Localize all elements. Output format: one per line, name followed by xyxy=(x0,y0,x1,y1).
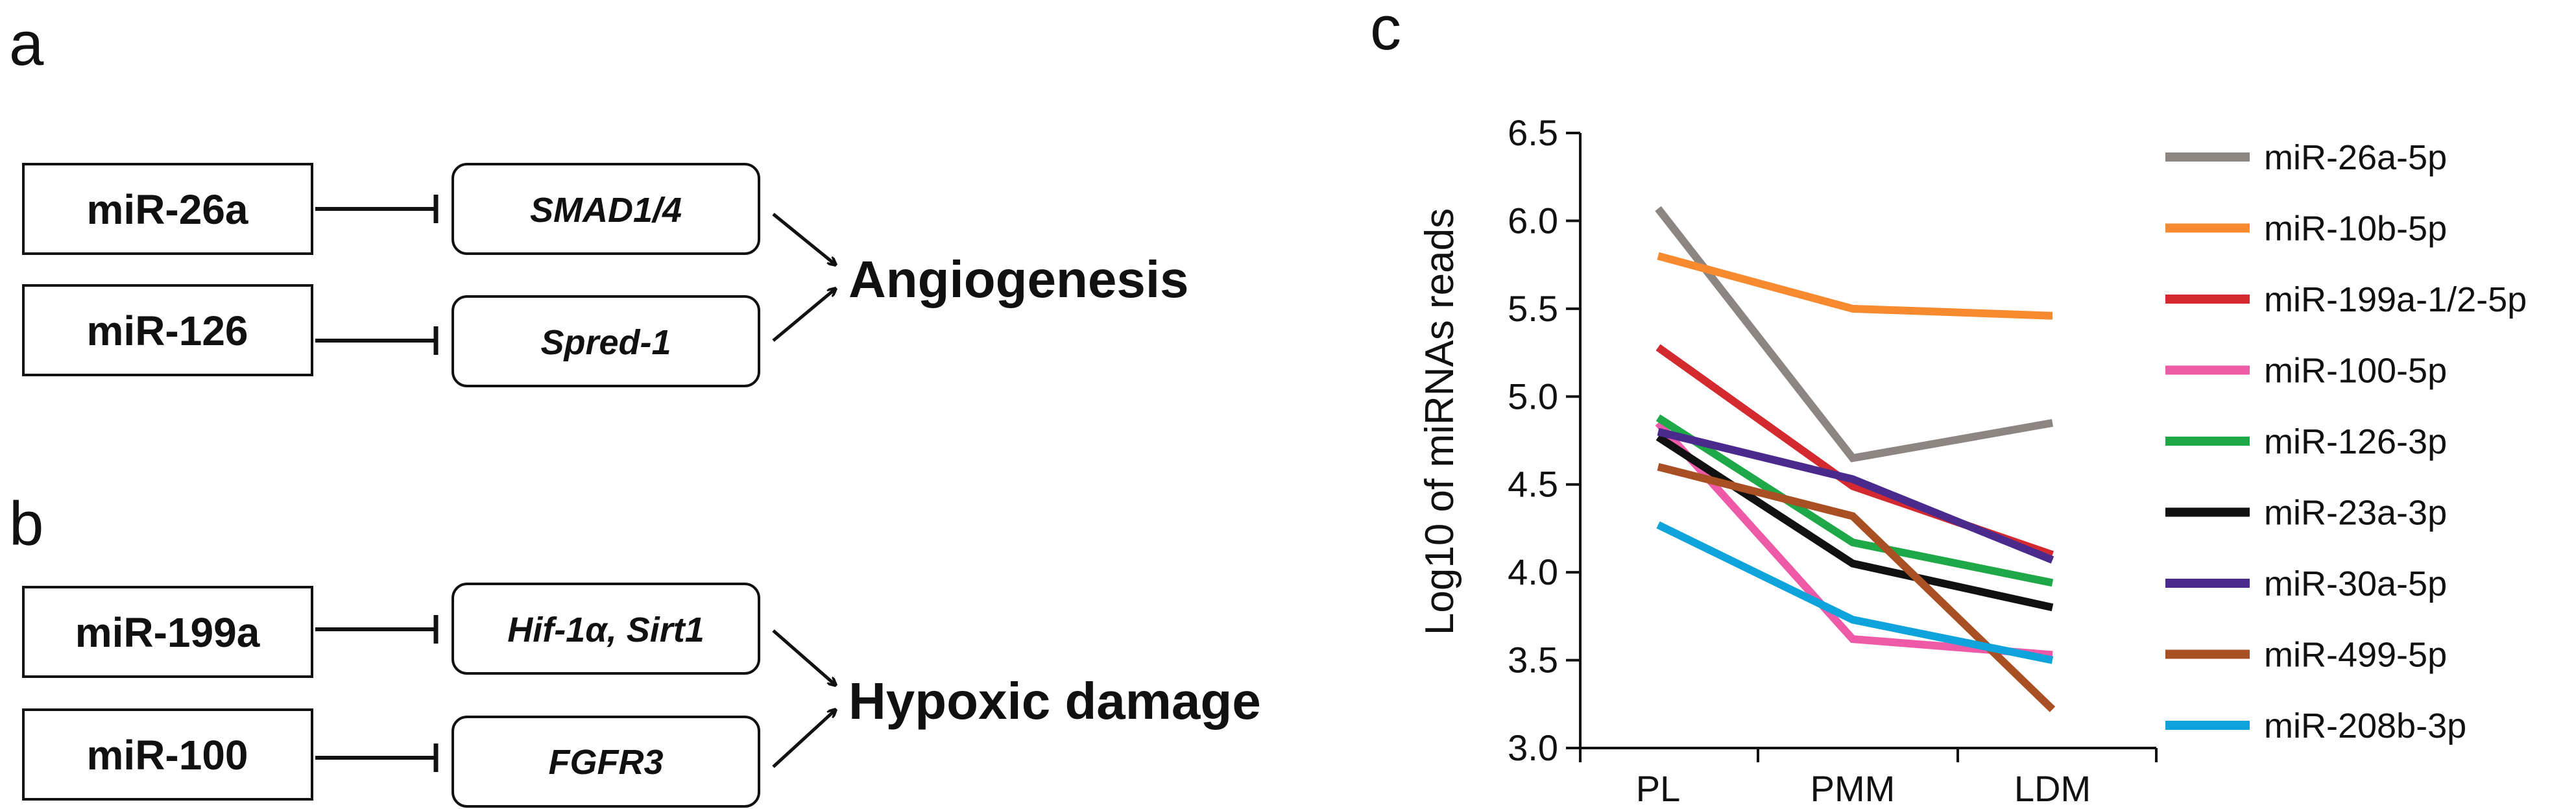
mirna-box xyxy=(22,708,313,801)
legend-label: miR-23a-3p xyxy=(2264,494,2447,533)
target-label: SMAD1/4 xyxy=(530,191,682,230)
x-tick-label: PMM xyxy=(1811,768,1896,809)
arrow-to-outcome xyxy=(772,629,836,685)
series-line-miR-208b-3p xyxy=(1656,521,2054,664)
series-line-miR-10b-5p xyxy=(1657,252,2053,320)
mirna-box xyxy=(22,284,313,376)
legend-label: miR-100-5p xyxy=(2264,352,2447,391)
legend-label: miR-10b-5p xyxy=(2264,210,2447,248)
mirna-box xyxy=(22,163,313,255)
legend-label: miR-30a-5p xyxy=(2264,564,2447,603)
panel-b-row-1: miR-199a Hif-1α, Sirt1 xyxy=(22,583,760,678)
panel-a-row-2: miR-126 Spred-1 xyxy=(22,284,760,387)
y-tick-label: 6.0 xyxy=(1508,200,1558,241)
legend-label: miR-208b-3p xyxy=(2264,706,2466,745)
y-tick-label: 3.0 xyxy=(1508,727,1558,768)
mirna-label: miR-100 xyxy=(87,732,248,779)
panel-a-row-1: miR-26a SMAD1/4 xyxy=(22,163,760,255)
legend-label: miR-126-3p xyxy=(2264,422,2447,461)
mirna-label: miR-26a xyxy=(87,186,248,233)
mirna-label: miR-126 xyxy=(87,308,248,354)
target-box xyxy=(451,583,760,675)
panel-b-row-2: miR-100 FGFR3 xyxy=(22,708,760,808)
y-tick-label: 4.0 xyxy=(1508,551,1558,592)
panel-a: a miR-26a SMAD1/4 miR-126 Spred-1 Angiog… xyxy=(9,9,1189,387)
x-tick-label: LDM xyxy=(2014,768,2091,809)
target-box xyxy=(451,295,760,387)
legend-label: miR-26a-5p xyxy=(2264,138,2447,177)
arrow-to-outcome xyxy=(772,289,836,342)
legend-label: miR-199a-1/2-5p xyxy=(2264,280,2527,319)
arrow-to-outcome xyxy=(772,710,836,768)
panel-b: b miR-199a Hif-1α, Sirt1 miR-100 FGFR3 H… xyxy=(9,489,1261,808)
series-line-miR-30a-5p xyxy=(1657,428,2054,564)
outcome-hypoxic-damage: Hypoxic damage xyxy=(849,672,1261,730)
series-line-miR-499-5p xyxy=(1657,463,2056,712)
series-line-miR-23a-3p xyxy=(1655,433,2054,612)
y-axis-ticks: 3.0 3.5 4.0 4.5 5.0 5.5 6.0 6.5 xyxy=(1508,112,1580,768)
mirna-label: miR-199a xyxy=(75,609,260,656)
series-line-miR-126-3p xyxy=(1655,414,2054,587)
target-box xyxy=(451,716,760,808)
target-label: Hif-1α, Sirt1 xyxy=(507,610,704,649)
y-tick-label: 5.0 xyxy=(1508,376,1558,417)
y-tick-label: 3.5 xyxy=(1508,640,1558,681)
x-tick-label: PL xyxy=(1636,768,1681,809)
target-label: FGFR3 xyxy=(548,743,663,782)
chart-legend: miR-26a-5p miR-10b-5p miR-199a-1/2-5p miR-1… xyxy=(2165,138,2527,745)
y-axis-title: Log10 of miRNAs reads xyxy=(1417,208,1462,635)
target-label: Spred-1 xyxy=(540,323,671,362)
panel-b-letter: b xyxy=(9,489,43,559)
y-tick-label: 5.5 xyxy=(1508,288,1558,329)
x-axis-ticks: PL PMM LDM xyxy=(1579,748,2158,809)
legend-label: miR-499-5p xyxy=(2264,636,2447,675)
panel-a-letter: a xyxy=(9,9,44,78)
chart-series xyxy=(1655,206,2056,712)
arrow-to-outcome xyxy=(772,213,836,265)
target-box xyxy=(451,163,760,255)
panel-c-letter: c xyxy=(1370,0,1401,63)
mirna-box xyxy=(22,586,313,678)
y-tick-label: 4.5 xyxy=(1508,464,1558,505)
panel-c: c Log10 of miRNAs reads 3.0 3.5 4.0 4.5 5.0 5… xyxy=(1370,0,2527,809)
series-line-miR-26a-5p xyxy=(1655,206,2054,463)
y-tick-label: 6.5 xyxy=(1508,112,1558,153)
outcome-angiogenesis: Angiogenesis xyxy=(849,250,1189,308)
